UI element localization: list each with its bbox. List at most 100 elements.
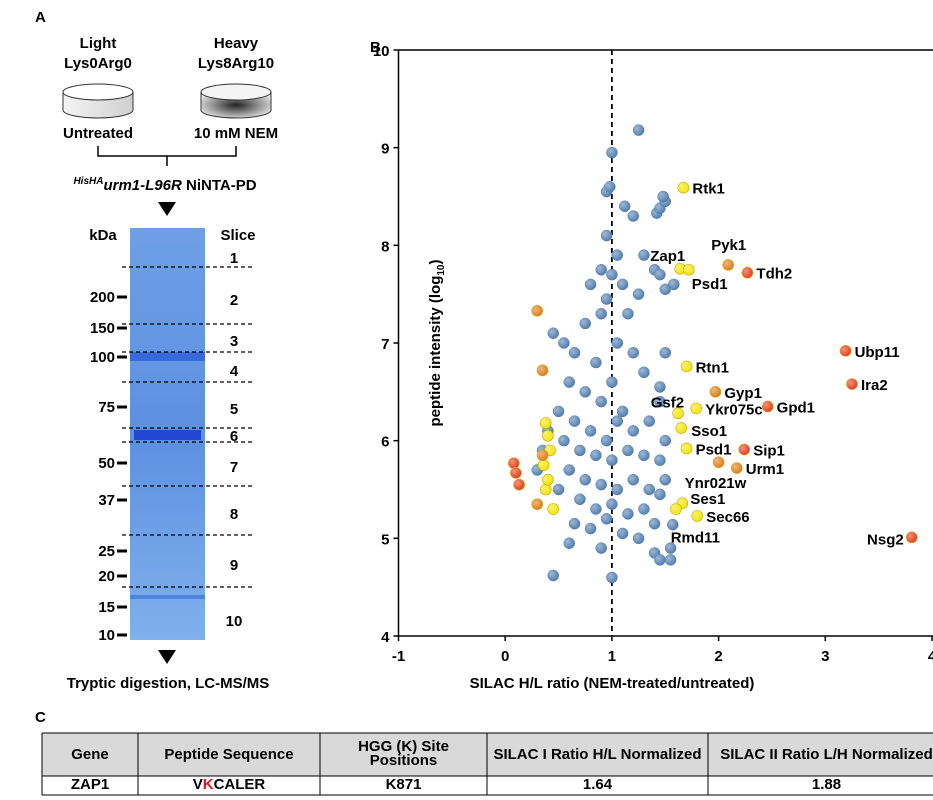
- point-shine: [762, 400, 774, 412]
- table-cell: Gene: [71, 746, 109, 763]
- point-label: Psd1: [696, 441, 732, 458]
- point-label: Sip1: [753, 442, 785, 459]
- slice-label: 10: [226, 613, 243, 630]
- point-label: Ubp11: [855, 344, 900, 361]
- point-shine: [574, 444, 586, 456]
- superscript: HisHA: [73, 176, 103, 187]
- point-shine: [617, 405, 629, 417]
- point-shine: [627, 425, 639, 437]
- point-label: Pyk1: [711, 237, 746, 254]
- point-shine: [722, 259, 734, 271]
- label-text: Light: [80, 35, 117, 52]
- point-shine: [683, 264, 695, 276]
- bracket: [97, 146, 237, 166]
- point-shine: [585, 425, 597, 437]
- point-shine: [601, 230, 613, 242]
- point-shine: [738, 443, 750, 455]
- marker-label: 100: [90, 349, 115, 366]
- x-tick-label: 2: [714, 648, 722, 665]
- point-shine: [709, 386, 721, 398]
- scatter-chart: peptide intensity (log10) SILAC H/L rati…: [373, 43, 933, 692]
- point-shine: [681, 442, 693, 454]
- point-shine: [638, 249, 650, 261]
- point-shine: [606, 376, 618, 388]
- point-shine: [585, 278, 597, 290]
- point-label: Nsg2: [867, 531, 904, 548]
- point-shine: [601, 513, 613, 525]
- point-shine: [574, 493, 586, 505]
- point-shine: [585, 523, 597, 535]
- table-cell: Positions: [370, 752, 438, 769]
- slice-label: 9: [230, 557, 238, 574]
- point-shine: [606, 147, 618, 159]
- marker-label: 37: [98, 492, 115, 509]
- point-shine: [627, 347, 639, 359]
- point-shine: [643, 484, 655, 495]
- point-label: Rtn1: [696, 359, 729, 376]
- point-label: Ira2: [861, 377, 888, 394]
- panel-a: Light Lys0Arg0 Heavy Lys8Arg10 Untreated…: [62, 35, 278, 692]
- label-text: Heavy: [214, 35, 259, 52]
- point-shine: [654, 454, 666, 466]
- point-shine: [611, 249, 623, 261]
- point-shine: [617, 278, 629, 290]
- point-shine: [659, 283, 671, 295]
- point-shine: [665, 542, 677, 554]
- dish: [62, 83, 134, 101]
- slice-label: 4: [230, 363, 239, 380]
- y-tick-label: 9: [381, 141, 389, 158]
- point-shine: [638, 449, 650, 461]
- point-shine: [633, 124, 645, 136]
- x-tick-label: 4: [928, 648, 933, 665]
- point-shine: [601, 435, 613, 447]
- table-cell: HGG (K) Site: [358, 738, 449, 755]
- y-axis-title-part: ): [427, 260, 444, 265]
- point-shine: [638, 503, 650, 515]
- x-axis-title: SILAC H/L ratio (NEM-treated/untreated): [470, 675, 755, 692]
- point-shine: [659, 474, 671, 486]
- slice-label: 8: [230, 506, 238, 523]
- point-shine: [595, 542, 607, 554]
- point-shine: [547, 503, 559, 515]
- point-shine: [590, 449, 602, 461]
- point-shine: [537, 364, 549, 376]
- point-shine: [538, 459, 550, 471]
- y-tick-label: 7: [381, 336, 389, 353]
- dish: [200, 83, 272, 101]
- x-tick-label: 3: [821, 648, 829, 665]
- point-shine: [531, 305, 543, 317]
- point-shine: [547, 327, 559, 339]
- y-axis-title-part: peptide intensity (log: [427, 276, 444, 427]
- x-tick-label: -1: [392, 648, 405, 665]
- point-shine: [558, 337, 570, 349]
- point-shine: [569, 518, 581, 530]
- point-shine: [590, 503, 602, 515]
- slice-label: 7: [230, 459, 238, 476]
- point-shine: [675, 422, 687, 434]
- point-shine: [654, 269, 666, 281]
- label-text: Lys0Arg0: [64, 55, 132, 72]
- table-cell: ZAP1: [71, 776, 109, 793]
- point-label: Rmd11: [671, 530, 720, 547]
- point-shine: [654, 396, 666, 408]
- point-shine: [606, 571, 618, 583]
- point-shine: [677, 182, 689, 194]
- pulldown-label: HisHAurm1-L96R NiNTA-PD: [73, 176, 256, 194]
- point-shine: [665, 554, 677, 566]
- y-tick-label: 6: [381, 434, 389, 451]
- label-text: 10 mM NEM: [194, 125, 278, 142]
- point-shine: [672, 407, 684, 419]
- point-shine: [595, 308, 607, 320]
- y-tick-label: 8: [381, 238, 389, 255]
- arrow: [158, 202, 176, 216]
- point-shine: [595, 264, 607, 276]
- slice-label: 5: [230, 401, 238, 418]
- point-shine: [649, 518, 661, 530]
- point-shine: [906, 531, 918, 543]
- gel-annotations: 200 150 100 75 50 37 25 20 15 10 1 2 3 4 5 6 7 8 9 10: [90, 250, 255, 644]
- point-shine: [674, 263, 686, 275]
- point-shine: [741, 267, 753, 279]
- point-shine: [595, 479, 607, 491]
- point-shine: [579, 386, 591, 398]
- y-axis-title: peptide intensity (log10): [427, 260, 447, 427]
